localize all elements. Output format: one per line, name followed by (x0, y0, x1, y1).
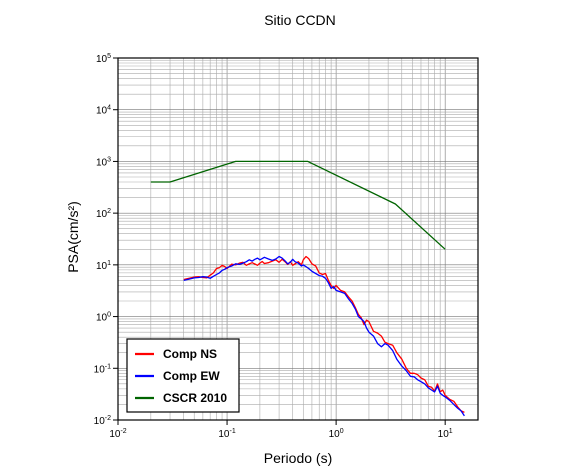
x-axis-label: Periodo (s) (264, 450, 332, 466)
series-layer (150, 160, 465, 417)
x-tick-exponent: -2 (120, 428, 126, 435)
y-tick-base: 10 (94, 364, 106, 375)
y-tick-label: 100 (96, 312, 111, 324)
legend-entry: Comp NS (163, 347, 217, 361)
x-tick-base: 10 (109, 429, 121, 440)
series-line-0 (183, 255, 465, 413)
y-tick-exponent: 4 (107, 105, 111, 112)
chart-title: Sitio CCDN (264, 12, 336, 28)
y-tick-label: 104 (96, 105, 111, 117)
y-tick-label: 101 (96, 260, 111, 272)
y-tick-label: 105 (96, 53, 111, 65)
x-tick-base: 10 (218, 429, 230, 440)
y-tick-label: 103 (96, 156, 111, 168)
legend-entry: Comp EW (163, 369, 220, 383)
y-tick-label: 102 (96, 208, 111, 220)
y-tick-exponent: 3 (107, 156, 111, 163)
y-tick-exponent: 5 (107, 53, 111, 60)
y-tick-base: 10 (96, 106, 108, 117)
y-tick-base: 10 (96, 157, 108, 168)
x-tick-label: 101 (438, 428, 453, 440)
y-tick-exponent: 1 (107, 260, 111, 267)
y-tick-base: 10 (96, 313, 108, 324)
y-tick-base: 10 (96, 261, 108, 272)
y-tick-base: 10 (96, 54, 108, 65)
x-tick-base: 10 (329, 429, 341, 440)
x-tick-label: 10-1 (218, 428, 235, 440)
plot-frame (117, 57, 479, 421)
y-tick-exponent: -1 (105, 363, 111, 370)
legend-entry: CSCR 2010 (163, 391, 227, 405)
y-tick-exponent: 0 (107, 312, 111, 319)
legend: Comp NS Comp EW CSCR 2010 (126, 338, 240, 413)
x-tick-label: 10-2 (109, 428, 126, 440)
y-tick-base: 10 (94, 416, 106, 427)
x-tick-exponent: -1 (230, 428, 236, 435)
y-tick-label: 10-2 (94, 415, 111, 427)
y-tick-exponent: -2 (105, 415, 111, 422)
series-line-2 (150, 160, 446, 250)
x-tick-exponent: 0 (340, 428, 344, 435)
y-tick-base: 10 (96, 209, 108, 220)
y-axis-label: PSA(cm/s²) (65, 201, 81, 273)
series-line-1 (183, 255, 465, 417)
y-tick-exponent: 2 (107, 208, 111, 215)
x-tick-exponent: 1 (449, 428, 453, 435)
x-tick-base: 10 (438, 429, 450, 440)
y-tick-label: 10-1 (94, 363, 111, 375)
x-tick-labels: 10-2 10-1 100 101 (109, 420, 453, 440)
x-tick-label: 100 (329, 428, 344, 440)
